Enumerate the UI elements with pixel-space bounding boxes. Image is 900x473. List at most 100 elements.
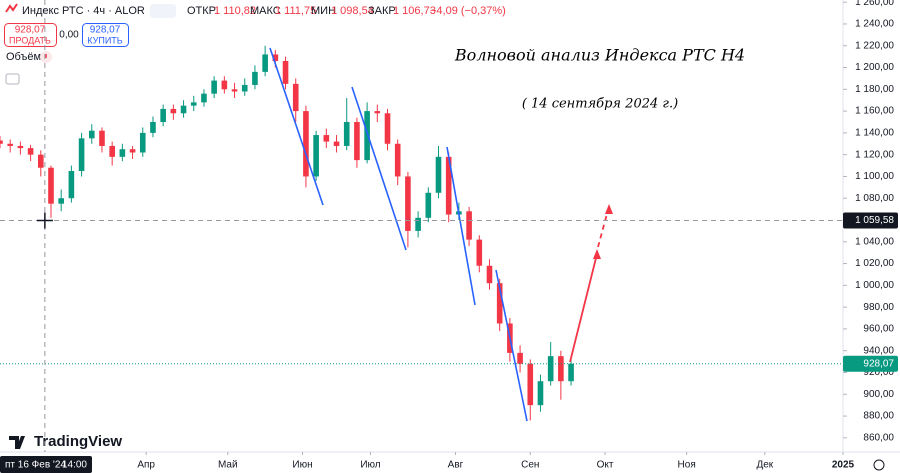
- y-tick-label: 1 140,00: [855, 128, 894, 139]
- x-tick-label: Май: [218, 460, 238, 471]
- open-label: ОТКР: [187, 5, 216, 17]
- crosshair-price-label: 1 059,58: [855, 215, 894, 226]
- y-tick-label: 1 240,00: [855, 19, 894, 30]
- candle-body: [558, 356, 564, 382]
- buy-button[interactable]: [82, 23, 129, 47]
- candle-body: [343, 121, 350, 146]
- symbol[interactable]: Индекс РТС · 4ч · ALOR: [22, 5, 145, 17]
- sell-label[interactable]: ПРОДАТЬ: [9, 35, 51, 45]
- candle-body: [37, 154, 44, 168]
- candle-body: [180, 105, 187, 114]
- wave-lines: [269, 47, 528, 422]
- candle-body: [415, 217, 421, 231]
- last-price-box: [843, 355, 898, 372]
- brand-logo: [9, 436, 25, 449]
- x-tick-label: 2025: [832, 460, 855, 471]
- high-label: МАКС: [250, 5, 281, 17]
- collapse-button[interactable]: [5, 73, 20, 85]
- low: 1 098,54: [331, 5, 374, 17]
- x-tick-label: Сен: [521, 460, 539, 471]
- candle-body: [394, 143, 401, 177]
- brand: TradingView: [34, 433, 122, 450]
- wave-line: [495, 269, 528, 422]
- candle-body: [129, 149, 136, 153]
- candle-body: [272, 54, 279, 61]
- chart-subtitle: ( 14 сентября 2024 г.): [522, 97, 678, 112]
- y-tick-label: 1 160,00: [855, 106, 894, 117]
- close-label: ЗАКР: [368, 5, 396, 17]
- candle-body: [231, 89, 238, 92]
- candle-body: [109, 145, 115, 157]
- sell-button[interactable]: [4, 23, 57, 47]
- candle-body: [48, 167, 54, 204]
- arrow-head: [593, 249, 601, 259]
- candle-body: [568, 363, 574, 382]
- candle-body: [354, 121, 360, 161]
- candle-body: [221, 80, 228, 90]
- candle-body: [150, 121, 156, 133]
- wave-line: [446, 146, 476, 306]
- sell-price[interactable]: 928,07: [15, 25, 46, 36]
- y-tick-label: 980,00: [863, 302, 894, 313]
- candle-body: [88, 130, 95, 139]
- crosshair-date-label: пт 16 Фев '24: [5, 460, 66, 471]
- spread: 0,00: [59, 30, 79, 41]
- high: 1 111,75: [275, 5, 316, 17]
- x-tick-label: Авг: [448, 460, 464, 471]
- y-tick-label: 900,00: [863, 389, 894, 400]
- wave-line: [269, 47, 324, 206]
- buy-label[interactable]: КУПИТЬ: [87, 35, 122, 45]
- y-tick-label: 1 080,00: [855, 193, 894, 204]
- wave-line: [351, 86, 407, 251]
- y-tick-label: 1 000,00: [855, 280, 894, 291]
- change: −4,09 (−0,37%): [430, 5, 506, 17]
- candle-body: [445, 156, 452, 215]
- low-label: МИН: [311, 5, 336, 17]
- candle-body: [7, 143, 14, 146]
- candle-body: [333, 141, 340, 146]
- candle-body: [68, 170, 75, 199]
- candle-body: [119, 149, 126, 157]
- candle-body: [58, 198, 64, 204]
- crosshair-time-box: [0, 456, 92, 473]
- close: 1 106,73: [393, 5, 436, 17]
- candle-body: [211, 80, 217, 94]
- candle-body: [139, 132, 146, 153]
- candle-body: [323, 135, 330, 142]
- plot-area: [0, 45, 574, 421]
- y-tick-label: 1 200,00: [855, 62, 894, 73]
- forecast-arrow: [569, 204, 613, 363]
- chart-title: Волновой анализ Индекса РТС Н4: [454, 46, 745, 65]
- candle-body: [466, 211, 472, 240]
- x-tick-label: Июн: [292, 460, 312, 471]
- candle-body: [303, 111, 309, 177]
- y-tick-label: 1 020,00: [855, 258, 894, 269]
- candle-body: [190, 102, 197, 106]
- candle-body: [547, 356, 554, 382]
- y-tick-label: 940,00: [863, 345, 894, 356]
- x-tick-label: Дек: [756, 460, 773, 471]
- arrow-head: [605, 204, 613, 214]
- candle-body: [405, 176, 411, 231]
- toggle[interactable]: [150, 4, 176, 18]
- y-tick-label: 1 260,00: [855, 0, 894, 8]
- settings-icon[interactable]: [873, 459, 885, 471]
- y-tick-label: 920,00: [863, 367, 894, 378]
- volume-label[interactable]: Объём: [6, 51, 41, 63]
- x-tick-label: Июл: [360, 460, 380, 471]
- candle-body: [99, 130, 105, 146]
- x-tick-label: Апр: [137, 460, 155, 471]
- x-tick-label: Ноя: [678, 460, 696, 471]
- buy-price[interactable]: 928,07: [90, 25, 121, 36]
- candle-body: [252, 71, 258, 85]
- y-tick-label: 860,00: [863, 432, 894, 443]
- candle-body: [486, 265, 493, 284]
- last-price-label: 928,07: [863, 358, 894, 369]
- candle-body: [384, 113, 391, 144]
- candle-body: [170, 108, 177, 114]
- candle-body: [241, 84, 248, 92]
- y-tick-label: 1 040,00: [855, 236, 894, 247]
- candle-body: [27, 148, 34, 155]
- symbol-icon: [5, 3, 18, 13]
